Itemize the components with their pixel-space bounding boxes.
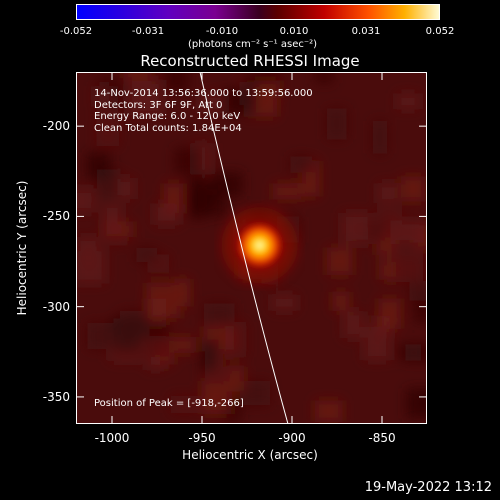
colorbar	[76, 4, 440, 20]
x-axis-label: Heliocentric X (arcsec)	[182, 448, 318, 462]
y-axis-label: Heliocentric Y (arcsec)	[15, 180, 29, 316]
clean-counts-text: Clean Total counts: 1.84E+04	[94, 122, 242, 134]
colorbar-unit-label: (photons cm⁻² s⁻¹ asec⁻²)	[188, 39, 318, 50]
colorbar-tick: 0.052	[425, 26, 455, 37]
solar-limb-curve	[199, 72, 289, 424]
detectors-text: Detectors: 3F 6F 9F, Att 0	[94, 99, 223, 111]
colorbar-tick: -0.031	[131, 26, 165, 37]
peak-position-text: Position of Peak = [-918,-266]	[94, 398, 244, 409]
y-tick-label: -350	[42, 389, 70, 404]
colorbar-tick: 0.010	[279, 26, 309, 37]
colorbar-tick: -0.052	[59, 26, 93, 37]
x-tick-label: -1000	[94, 431, 130, 445]
y-tick-label: -300	[42, 299, 70, 314]
x-tick-label: -950	[188, 431, 216, 445]
time-range-text: 14-Nov-2014 13:56:36.000 to 13:59:56.000	[94, 88, 313, 99]
footer-date: 19-May-2022 13:12	[364, 480, 492, 495]
plot-title: Reconstructed RHESSI Image	[140, 52, 360, 70]
rhessi-image-plot	[76, 72, 427, 424]
colorbar-tick: -0.010	[205, 26, 239, 37]
y-tick-label: -200	[42, 119, 70, 134]
colorbar-tick: 0.031	[351, 26, 381, 37]
y-tick-label: -250	[42, 209, 70, 224]
x-tick-label: -900	[278, 431, 306, 445]
observation-info: 14-Nov-2014 13:56:36.000 to 13:59:56.000…	[94, 88, 313, 134]
x-tick-label: -850	[368, 431, 396, 445]
energy-range-text: Energy Range: 6.0 - 12.0 keV	[94, 111, 241, 122]
